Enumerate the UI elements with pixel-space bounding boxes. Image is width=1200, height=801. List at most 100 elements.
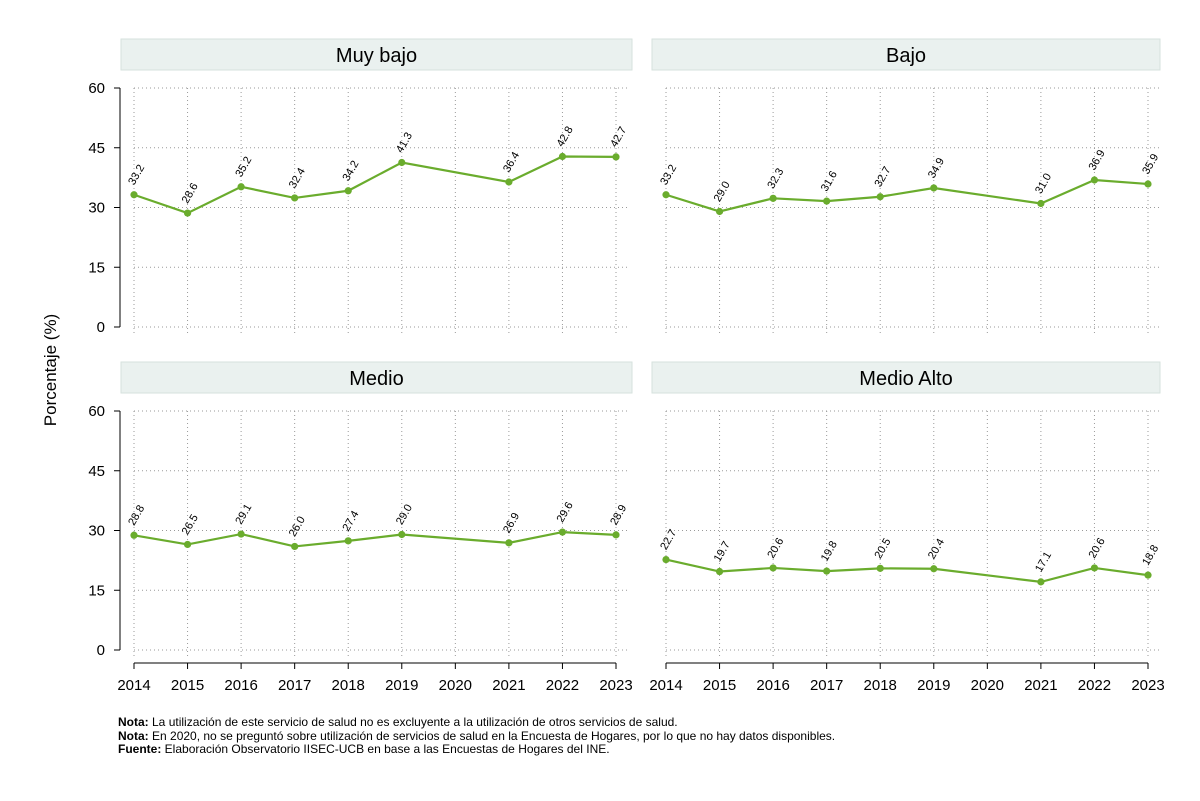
data-label: 26.0 (287, 514, 308, 539)
data-label: 35.2 (233, 155, 254, 180)
y-tick-label: 0 (97, 642, 105, 659)
data-label: 32.3 (765, 166, 786, 191)
data-point (769, 564, 777, 572)
data-point (237, 530, 245, 538)
x-tick-label: 2022 (546, 677, 579, 694)
note-1: Nota: La utilización de este servicio de… (118, 715, 678, 729)
data-point (558, 528, 567, 536)
data-point (130, 191, 138, 199)
data-label: 34.2 (340, 159, 361, 184)
series-line-2 (665, 178, 1149, 213)
x-tick-label: 2015 (703, 677, 736, 694)
y-tick-label: 60 (88, 80, 105, 97)
data-point (1144, 571, 1152, 579)
panel-header-1 (120, 38, 633, 71)
data-point (1037, 199, 1045, 208)
x-tick-label: 2022 (1078, 677, 1111, 694)
data-label: 28.9 (608, 503, 629, 528)
note-2: Nota: En 2020, no se preguntó sobre util… (118, 728, 836, 743)
x-tick-label: 2017 (278, 677, 311, 694)
x-tick-label: 2016 (224, 677, 257, 694)
x-tick-label: 2018 (332, 677, 365, 694)
y-axis-title: Porcentaje (%) (41, 314, 60, 426)
data-point (344, 537, 352, 545)
data-point (876, 564, 884, 572)
x-tick-label: 2020 (439, 677, 472, 694)
data-point (130, 531, 138, 539)
y-tick-label: 30 (88, 523, 105, 540)
panel-title-2: Bajo (886, 45, 926, 67)
data-point (612, 153, 620, 161)
x-tick-label: 2017 (810, 677, 843, 694)
data-point (823, 567, 831, 575)
notes: Nota: La utilización de este servicio de… (118, 715, 836, 757)
y-tick-label: 45 (88, 140, 105, 157)
x-tick-label: 2023 (599, 677, 632, 694)
data-point (505, 178, 513, 186)
panel-title-3: Medio (349, 368, 403, 390)
y-tick-label: 30 (88, 200, 105, 217)
data-point (558, 152, 567, 161)
data-point (1037, 578, 1045, 586)
x-tick-label: 2018 (864, 677, 897, 694)
x-tick-label: 2019 (917, 677, 950, 694)
data-point (715, 207, 724, 216)
data-label: 19.8 (819, 539, 840, 564)
data-label: 20.4 (926, 537, 947, 562)
data-point (505, 539, 513, 547)
data-label: 27.4 (340, 509, 361, 534)
data-label: 17.1 (1033, 550, 1054, 575)
data-point (291, 542, 299, 551)
data-point (398, 530, 406, 539)
data-label: 41.3 (394, 130, 415, 155)
x-tick-label: 2021 (492, 677, 525, 694)
series-line-4 (665, 558, 1149, 584)
data-label: 22.7 (658, 528, 679, 553)
panel-header-3 (120, 361, 633, 394)
data-label: 28.6 (180, 181, 201, 206)
x-tick-label: 2019 (385, 677, 418, 694)
data-label: 19.7 (712, 539, 733, 564)
data-label: 29.1 (233, 502, 254, 527)
x-tick-label: 2023 (1131, 677, 1164, 694)
data-point (612, 531, 620, 539)
data-label: 33.2 (126, 163, 147, 188)
data-label: 42.7 (608, 125, 629, 150)
data-label: 20.5 (872, 536, 893, 561)
data-point (662, 555, 670, 564)
data-point (1090, 564, 1099, 572)
data-label: 29.6 (555, 500, 576, 525)
data-label: 36.4 (501, 150, 522, 175)
panel-header-2 (651, 38, 1161, 71)
x-tick-label: 2021 (1024, 677, 1057, 694)
data-label: 36.9 (1087, 148, 1108, 173)
data-point (715, 567, 724, 576)
y-tick-label: 0 (97, 319, 105, 336)
series-line-1 (133, 155, 617, 215)
data-label: 32.7 (872, 165, 893, 190)
data-point (1090, 176, 1099, 184)
data-point (183, 209, 192, 217)
data-label: 32.4 (287, 166, 308, 191)
y-tick-label: 15 (88, 582, 105, 599)
series-line-3 (133, 530, 617, 548)
x-tick-label: 2014 (649, 677, 682, 694)
data-point (930, 565, 938, 573)
data-point (344, 187, 352, 195)
data-label: 31.6 (819, 169, 840, 194)
y-tick-label: 60 (88, 403, 105, 420)
x-tick-label: 2015 (171, 677, 204, 694)
data-label: 26.5 (180, 512, 201, 537)
panel-title-4: Medio Alto (859, 368, 952, 390)
data-point (662, 191, 670, 199)
data-label: 20.6 (1087, 536, 1108, 561)
data-label: 28.8 (126, 503, 147, 528)
data-label: 29.0 (394, 502, 415, 527)
source: Fuente: Elaboración Observatorio IISEC-U… (118, 742, 610, 756)
data-point (291, 194, 299, 202)
chart: Muy bajo 0 15 30 45 60 33.2 28.6 35.2 32.4 34.2 41.… (41, 38, 1165, 694)
data-label: 29.0 (712, 179, 733, 204)
data-point (876, 193, 884, 201)
data-point (930, 184, 938, 192)
data-point (183, 540, 192, 549)
